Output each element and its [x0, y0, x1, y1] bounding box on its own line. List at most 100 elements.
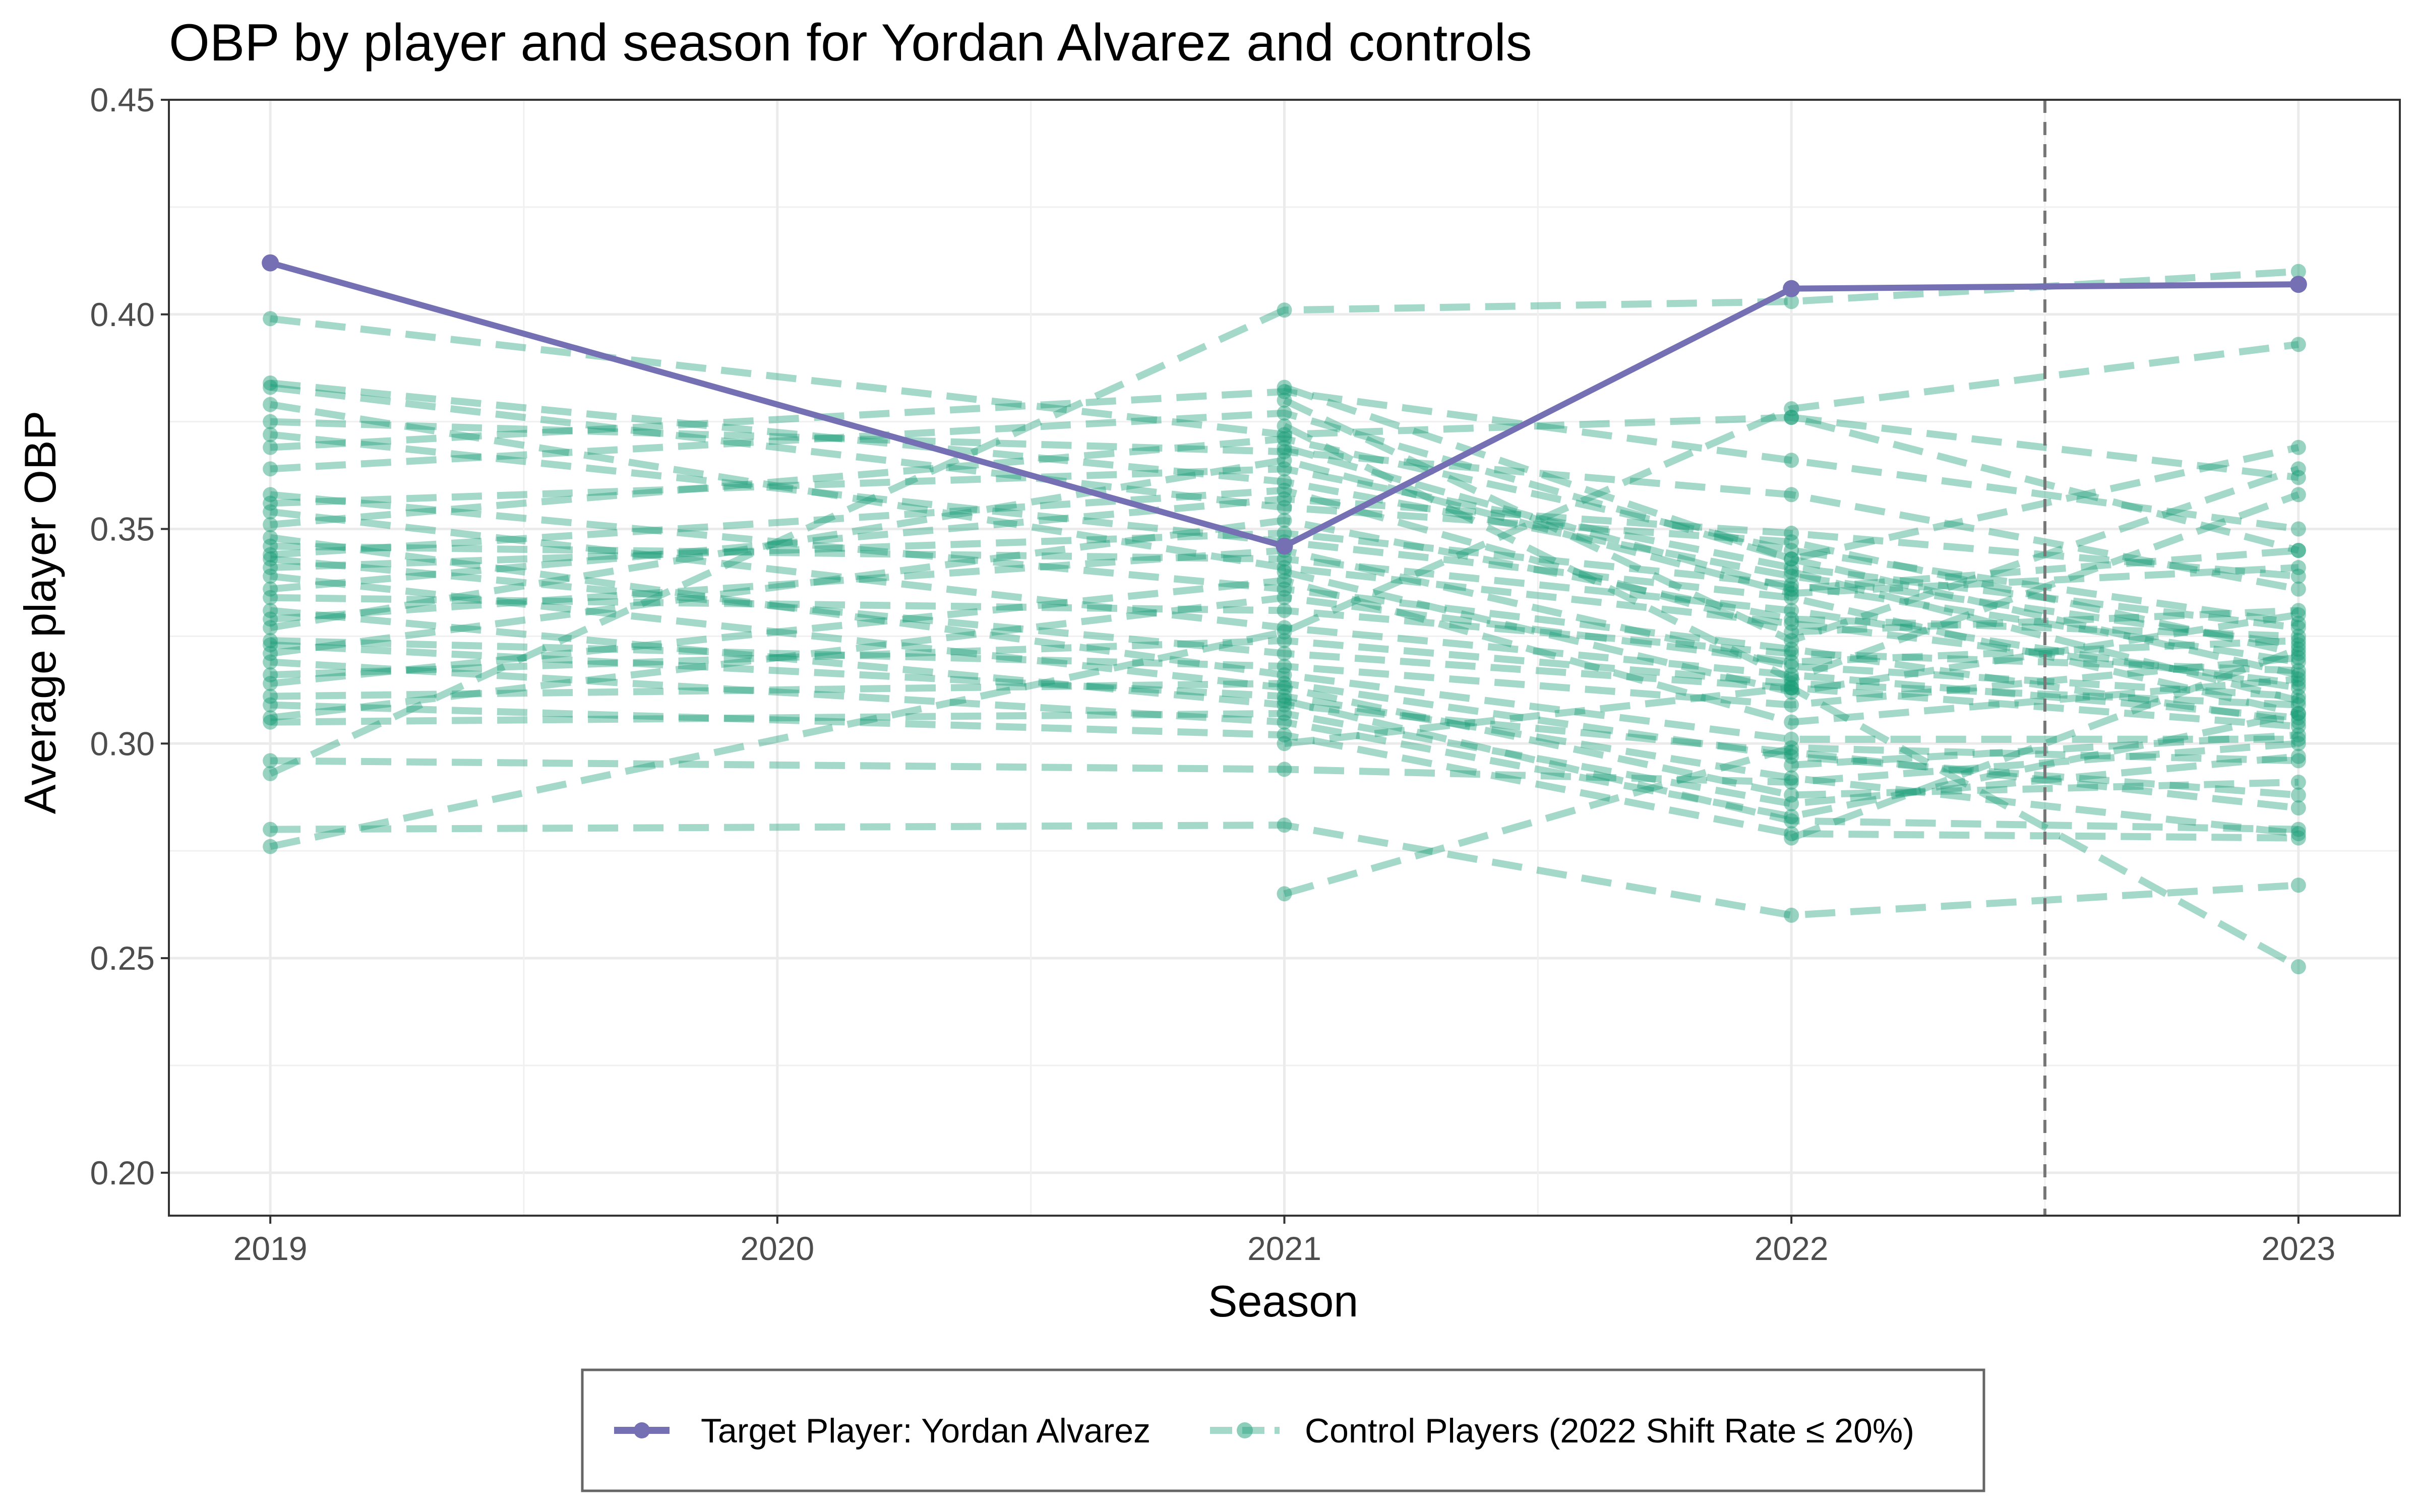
control-series-line	[1283, 397, 2300, 644]
control-point	[1784, 624, 1799, 640]
control-point	[1277, 560, 1292, 576]
control-point	[263, 560, 278, 576]
control-point	[263, 753, 278, 769]
control-point	[1277, 491, 1292, 507]
target-point	[262, 254, 279, 272]
control-point	[1784, 569, 1799, 584]
control-series-line	[1790, 568, 2300, 704]
x-tick-label: 2023	[2261, 1230, 2335, 1267]
control-point	[263, 530, 278, 545]
control-series-line	[270, 530, 2299, 666]
control-point	[1784, 581, 1799, 597]
control-series-line	[1284, 684, 2301, 970]
legend-box	[581, 1368, 1985, 1492]
control-point	[2290, 603, 2306, 618]
control-point	[1277, 393, 1292, 408]
control-point	[263, 611, 278, 627]
control-point	[1277, 380, 1292, 395]
control-point	[263, 688, 278, 704]
control-point	[1277, 405, 1292, 421]
control-point	[1784, 907, 1799, 923]
control-point	[1277, 620, 1292, 636]
control-point	[1277, 384, 1292, 400]
control-point	[2290, 693, 2306, 709]
control-point	[2290, 800, 2306, 816]
control-point	[2290, 671, 2306, 687]
control-point	[263, 646, 278, 661]
control-point	[1784, 654, 1799, 670]
control-point	[2290, 727, 2306, 743]
control-point	[1784, 526, 1799, 541]
control-point	[263, 590, 278, 605]
control-point	[2290, 569, 2306, 584]
control-series-line	[269, 457, 2299, 632]
legend-label-controls: Control Players (2022 Shift Rate ≤ 20%)	[1305, 1412, 1914, 1450]
control-point	[2290, 337, 2306, 352]
control-point	[1784, 787, 1799, 803]
control-series-line	[270, 401, 2299, 687]
control-point	[1277, 573, 1292, 588]
control-point	[1784, 740, 1799, 755]
control-point	[2290, 830, 2306, 846]
x-axis-title: Season	[1208, 1276, 1358, 1326]
control-point	[2290, 719, 2306, 734]
control-point	[1784, 796, 1799, 811]
control-point	[1784, 826, 1799, 842]
control-series-line	[270, 577, 2299, 726]
control-point	[1784, 586, 1799, 601]
control-series-line	[270, 594, 2299, 722]
control-point	[2290, 710, 2306, 726]
control-series-line	[270, 740, 2299, 786]
control-point	[2290, 521, 2306, 537]
control-point	[263, 603, 278, 618]
control-point	[2290, 826, 2306, 842]
control-point	[1784, 714, 1799, 730]
control-point	[1277, 482, 1292, 498]
control-point	[1277, 680, 1292, 696]
control-series-line	[270, 409, 2300, 678]
target-player-series	[262, 254, 2307, 555]
control-point	[1277, 526, 1292, 541]
control-point	[263, 676, 278, 691]
control-point	[1784, 611, 1799, 627]
y-tick-label: 0.45	[90, 81, 155, 118]
control-point	[263, 380, 278, 395]
control-point	[1277, 886, 1292, 902]
control-point	[263, 397, 278, 412]
control-point	[1784, 577, 1799, 593]
control-point	[263, 504, 278, 520]
control-point	[1784, 560, 1799, 576]
control-point	[1277, 762, 1292, 777]
control-point	[1277, 551, 1292, 567]
target-series-line	[269, 260, 2298, 549]
control-point	[1277, 646, 1292, 661]
control-point	[1277, 418, 1292, 434]
control-point	[1277, 461, 1292, 477]
control-point	[263, 710, 278, 726]
control-series-line	[270, 435, 2299, 627]
control-point	[1277, 513, 1292, 528]
control-point	[1784, 757, 1799, 773]
control-point	[263, 839, 278, 854]
control-point	[263, 697, 278, 713]
control-point	[1784, 453, 1799, 468]
control-point	[263, 551, 278, 567]
x-tick-label: 2020	[740, 1230, 814, 1267]
control-point	[263, 654, 278, 670]
control-point	[1277, 736, 1292, 751]
control-point	[1784, 667, 1799, 683]
control-point	[1277, 633, 1292, 648]
control-point	[2290, 706, 2306, 721]
control-series-line	[270, 418, 2300, 593]
control-point	[2290, 650, 2306, 665]
control-point	[2290, 667, 2306, 683]
control-point	[2290, 787, 2306, 803]
control-point	[1277, 444, 1292, 460]
control-point	[263, 414, 278, 429]
control-point	[2290, 646, 2306, 661]
control-series-line	[1791, 414, 2299, 481]
control-point	[1277, 659, 1292, 674]
control-point	[2290, 543, 2306, 558]
control-point	[1277, 817, 1292, 833]
control-point	[1784, 731, 1799, 747]
